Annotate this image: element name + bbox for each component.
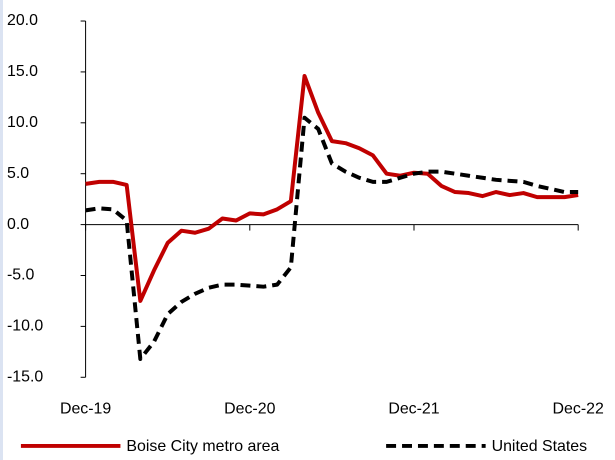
x-tick-label: Dec-21	[388, 400, 439, 417]
y-tick-label: -15.0	[7, 368, 43, 385]
y-tick-label: 5.0	[7, 165, 29, 182]
x-tick-label: Dec-19	[60, 400, 111, 417]
legend-label: Boise City metro area	[126, 438, 279, 455]
y-tick-label: 10.0	[7, 114, 38, 131]
y-tick-label: 15.0	[7, 63, 38, 80]
legend-label: United States	[492, 438, 588, 455]
y-tick-label: 0.0	[7, 216, 29, 233]
y-tick-label: -10.0	[7, 318, 43, 335]
y-tick-label: -5.0	[7, 267, 35, 284]
series-line	[85, 73, 579, 303]
y-tick-label: 20.0	[7, 12, 38, 29]
x-tick-label: Dec-20	[224, 400, 275, 417]
series-line	[85, 115, 579, 361]
x-tick-label: Dec-22	[553, 400, 604, 417]
